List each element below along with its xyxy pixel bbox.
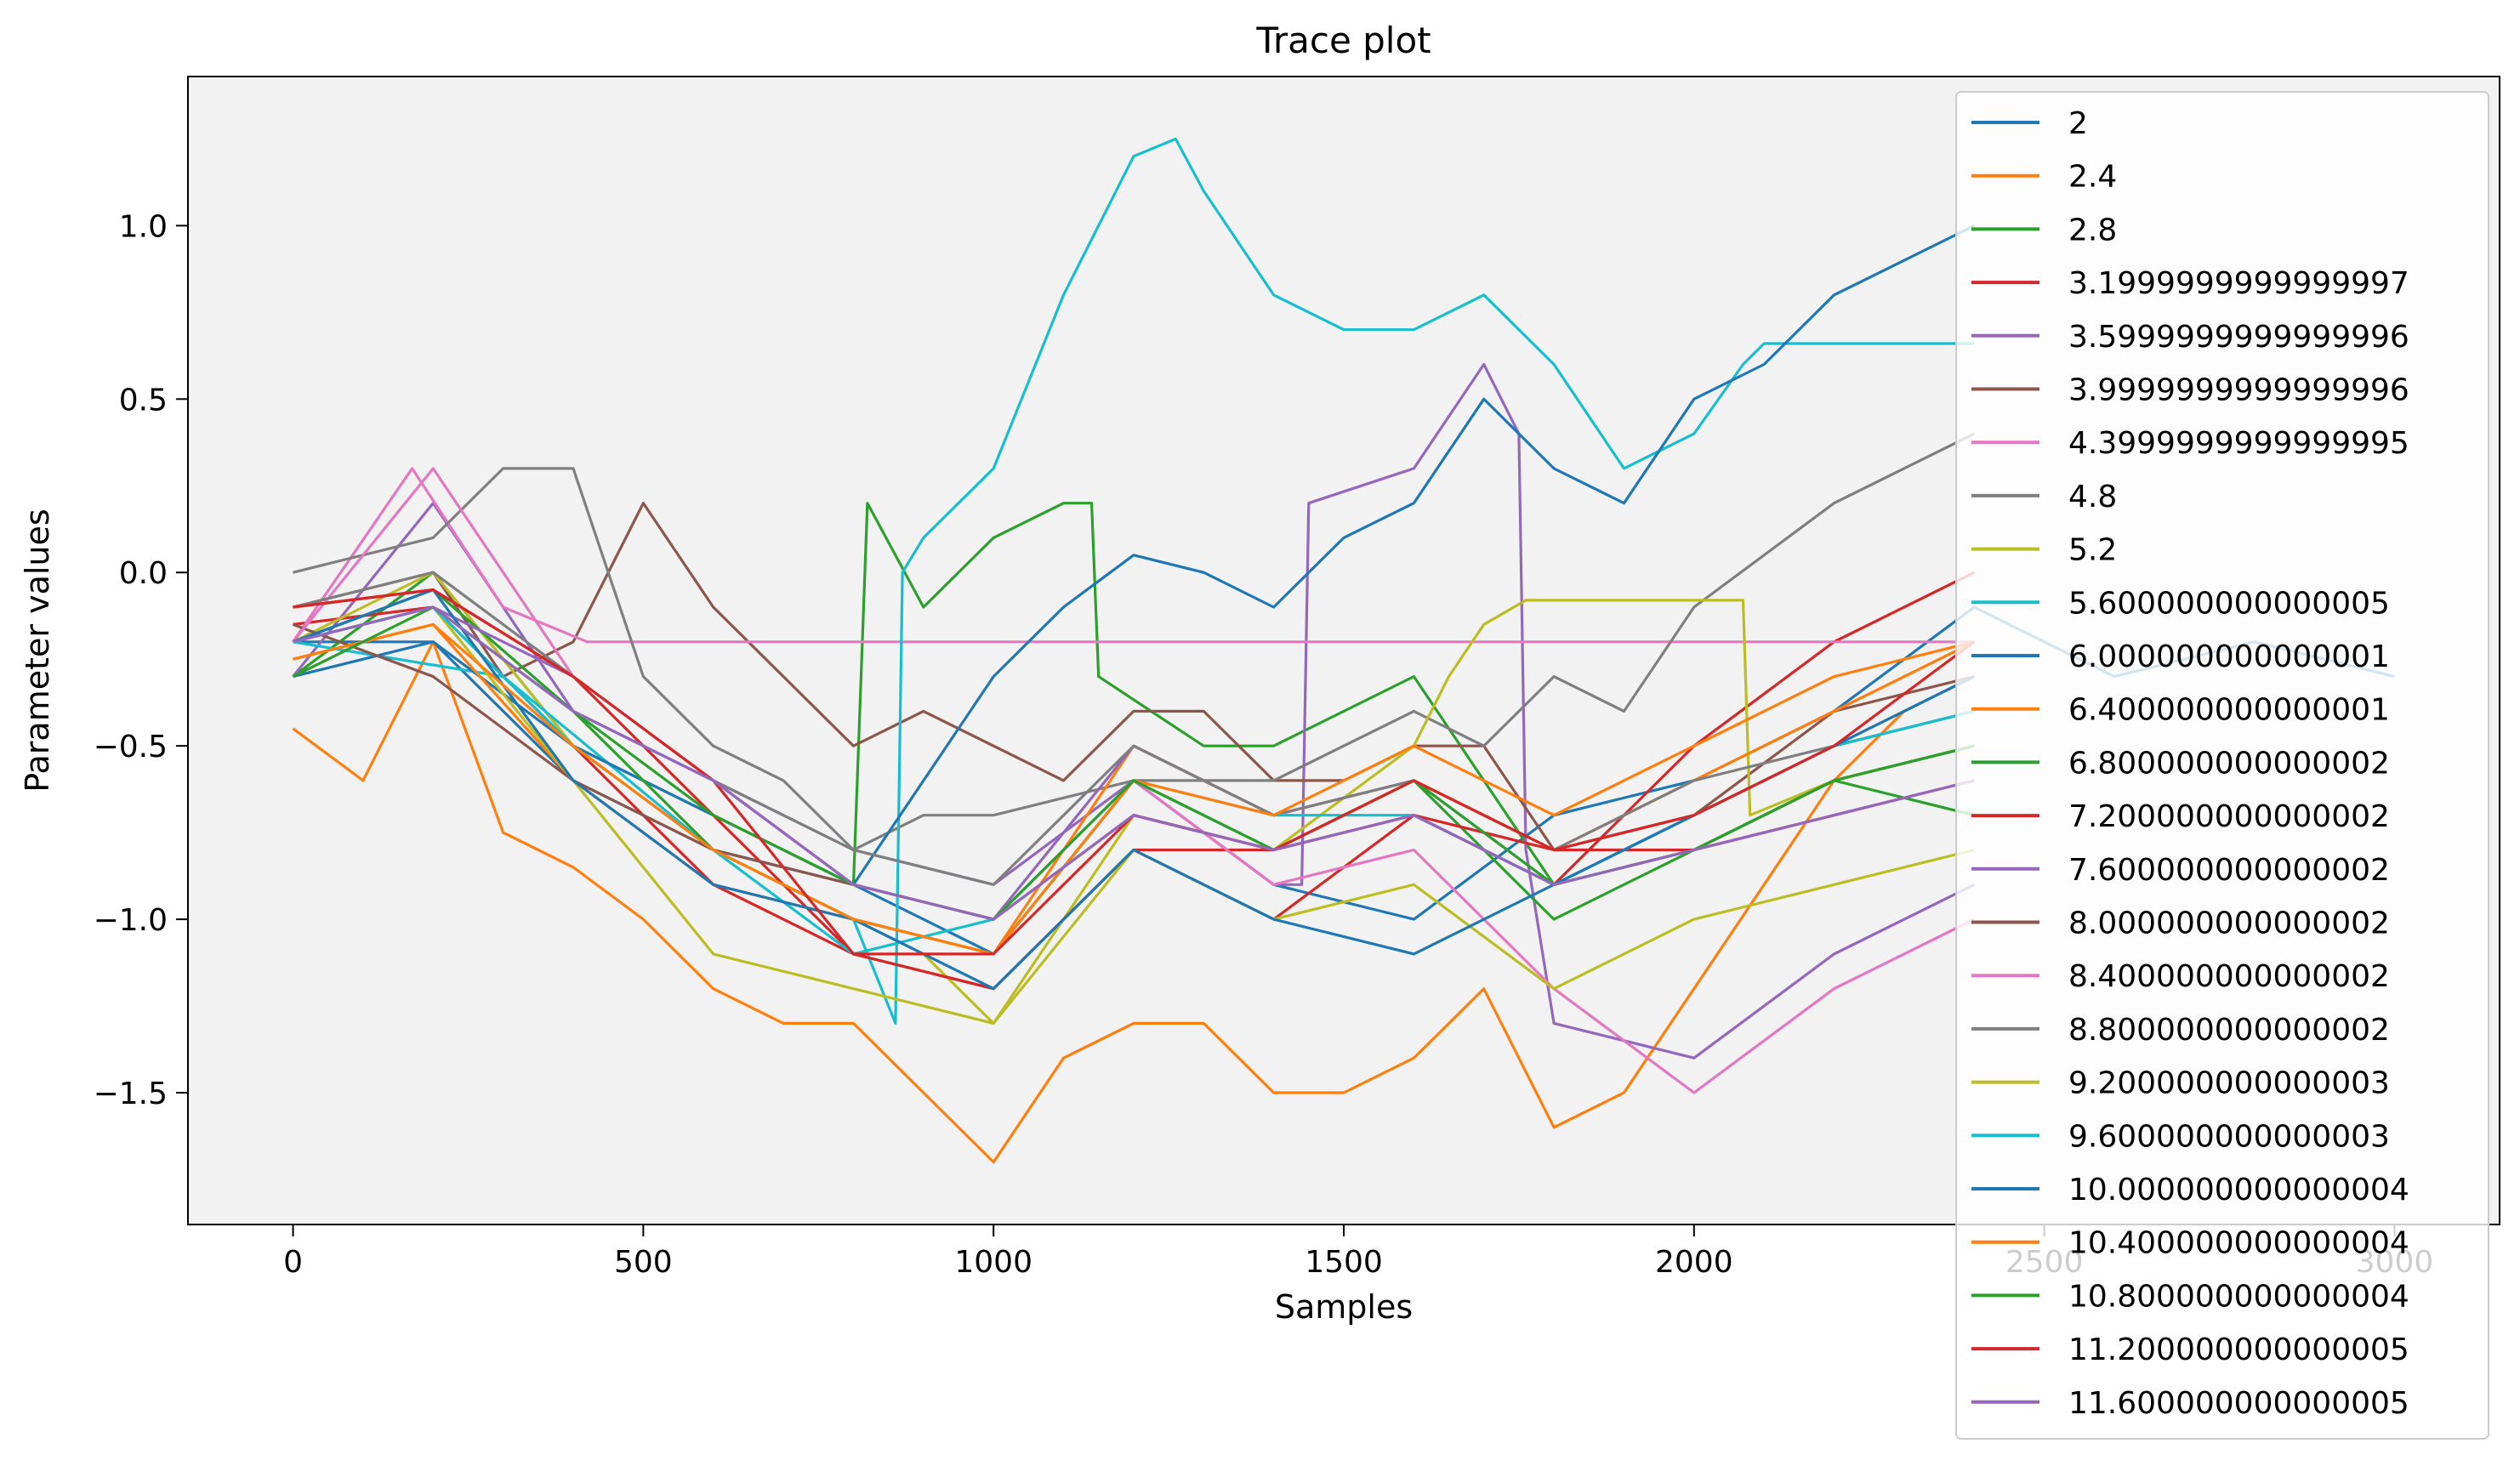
y-tick-label: −0.5 (94, 730, 168, 764)
y-tick-label: 0.0 (119, 556, 168, 591)
legend-label: 4.3999999999999995 (2068, 426, 2409, 461)
legend-label: 2.4 (2068, 160, 2117, 195)
legend-label: 10.400000000000004 (2068, 1226, 2409, 1261)
x-tick-label: 500 (614, 1245, 673, 1280)
legend-label: 5.2 (2068, 533, 2117, 568)
legend-label: 8.800000000000002 (2068, 1013, 2390, 1048)
chart-title: Trace plot (1255, 20, 1431, 61)
series-lines (292, 137, 2395, 1164)
y-tick-label: 1.0 (119, 209, 168, 244)
series-line-1 (292, 640, 1976, 1164)
legend-label: 3.5999999999999996 (2068, 320, 2409, 355)
x-tick-label: 1000 (954, 1245, 1032, 1280)
legend-label: 7.200000000000002 (2068, 799, 2390, 834)
legend-label: 2.8 (2068, 213, 2117, 247)
legend-box (1955, 91, 2489, 1440)
y-tick-label: 0.5 (119, 383, 168, 418)
legend-label: 10.800000000000004 (2068, 1279, 2409, 1314)
legend-label: 6.000000000000001 (2068, 639, 2390, 674)
legend-label: 8.400000000000002 (2068, 959, 2390, 994)
legend-label: 6.800000000000002 (2068, 746, 2390, 781)
legend-label: 3.9999999999999996 (2068, 373, 2409, 408)
x-tick-label: 0 (283, 1245, 303, 1280)
y-axis: −1.5 −1.0 −0.5 0.0 0.5 1.0 (94, 209, 188, 1111)
legend-label: 6.400000000000001 (2068, 693, 2390, 728)
x-tick-label: 1500 (1305, 1245, 1383, 1280)
y-tick-label: −1.5 (94, 1077, 168, 1111)
legend-label: 11.600000000000005 (2068, 1386, 2409, 1421)
y-tick-label: −1.0 (94, 903, 168, 938)
legend-label: 4.8 (2068, 480, 2117, 514)
series-line-5 (293, 502, 1975, 852)
series-line-24 (293, 605, 1975, 921)
legend-label: 10.000000000000004 (2068, 1173, 2409, 1207)
legend-label: 2 (2068, 106, 2088, 141)
legend-label: 9.600000000000003 (2068, 1119, 2390, 1154)
legend-label: 5.600000000000005 (2068, 586, 2390, 621)
legend-label: 3.1999999999999997 (2068, 266, 2409, 301)
series-line-7 (293, 432, 1976, 852)
legend-label: 9.200000000000003 (2068, 1066, 2390, 1101)
legend-label: 11.200000000000005 (2068, 1332, 2409, 1367)
legend: 2 2.4 2.8 3.1999999999999997 3.5999999999999… (1955, 91, 2489, 1440)
legend-label: 7.600000000000002 (2068, 853, 2390, 888)
legend-label: 8.000000000000002 (2068, 906, 2390, 941)
y-axis-label: Parameter values (19, 509, 56, 792)
x-axis-label: Samples (1275, 1288, 1413, 1326)
x-tick-label: 2000 (1655, 1245, 1733, 1280)
